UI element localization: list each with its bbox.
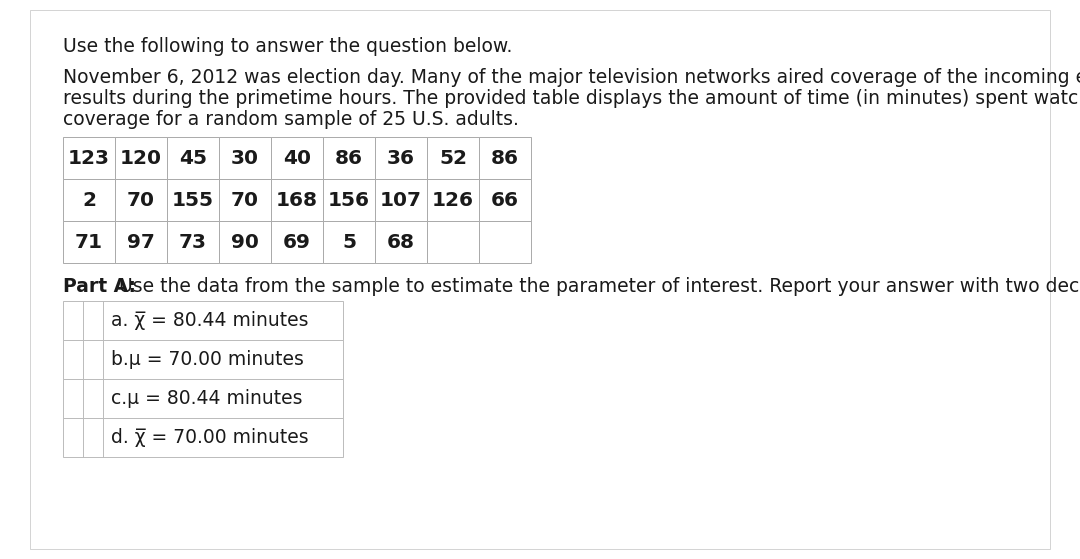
Bar: [427, 179, 480, 221]
Text: 69: 69: [283, 233, 311, 252]
Text: 97: 97: [127, 233, 154, 252]
Bar: [63, 340, 343, 379]
Text: 68: 68: [387, 233, 415, 252]
Bar: [63, 379, 343, 418]
Bar: [63, 137, 114, 179]
Text: 30: 30: [231, 149, 259, 168]
Text: 66: 66: [491, 191, 519, 210]
Bar: [271, 137, 323, 179]
Bar: [480, 221, 531, 263]
Bar: [480, 137, 531, 179]
Bar: [167, 221, 219, 263]
Bar: [114, 221, 167, 263]
Bar: [63, 301, 343, 340]
Bar: [63, 418, 343, 457]
Text: Use the following to answer the question below.: Use the following to answer the question…: [63, 37, 512, 56]
Bar: [219, 221, 271, 263]
Text: 168: 168: [276, 191, 318, 210]
Bar: [271, 179, 323, 221]
Bar: [323, 179, 375, 221]
Text: 71: 71: [75, 233, 103, 252]
Text: November 6, 2012 was election day. Many of the major television networks aired c: November 6, 2012 was election day. Many …: [63, 68, 1080, 87]
Text: c.μ = 80.44 minutes: c.μ = 80.44 minutes: [111, 389, 302, 408]
Text: 45: 45: [179, 149, 207, 168]
Text: 52: 52: [438, 149, 467, 168]
Text: 36: 36: [387, 149, 415, 168]
Bar: [219, 179, 271, 221]
Text: Part A:: Part A:: [63, 277, 136, 296]
Bar: [323, 221, 375, 263]
Bar: [114, 137, 167, 179]
Text: 70: 70: [231, 191, 259, 210]
Bar: [167, 137, 219, 179]
Text: 73: 73: [179, 233, 207, 252]
Text: 40: 40: [283, 149, 311, 168]
Text: 5: 5: [342, 233, 356, 252]
Bar: [427, 221, 480, 263]
Bar: [323, 137, 375, 179]
Text: b.μ = 70.00 minutes: b.μ = 70.00 minutes: [111, 350, 303, 369]
Text: 90: 90: [231, 233, 259, 252]
Bar: [167, 179, 219, 221]
Bar: [375, 179, 427, 221]
Text: 2: 2: [82, 191, 96, 210]
Text: 123: 123: [68, 149, 110, 168]
Text: 126: 126: [432, 191, 474, 210]
Text: d. χ̅ = 70.00 minutes: d. χ̅ = 70.00 minutes: [111, 428, 309, 447]
Text: a. χ̅ = 80.44 minutes: a. χ̅ = 80.44 minutes: [111, 311, 309, 330]
Text: 155: 155: [172, 191, 214, 210]
Bar: [219, 137, 271, 179]
Bar: [375, 137, 427, 179]
Bar: [427, 137, 480, 179]
Bar: [480, 179, 531, 221]
Text: 70: 70: [127, 191, 156, 210]
Bar: [63, 179, 114, 221]
Bar: [375, 221, 427, 263]
Text: Use the data from the sample to estimate the parameter of interest. Report your : Use the data from the sample to estimate…: [113, 277, 1080, 296]
Bar: [271, 221, 323, 263]
Text: 107: 107: [380, 191, 422, 210]
Text: 156: 156: [328, 191, 370, 210]
Text: 86: 86: [491, 149, 519, 168]
Text: 120: 120: [120, 149, 162, 168]
Bar: [114, 179, 167, 221]
Bar: [63, 221, 114, 263]
Text: results during the primetime hours. The provided table displays the amount of ti: results during the primetime hours. The …: [63, 89, 1080, 108]
Text: 86: 86: [335, 149, 363, 168]
Text: coverage for a random sample of 25 U.S. adults.: coverage for a random sample of 25 U.S. …: [63, 110, 518, 129]
